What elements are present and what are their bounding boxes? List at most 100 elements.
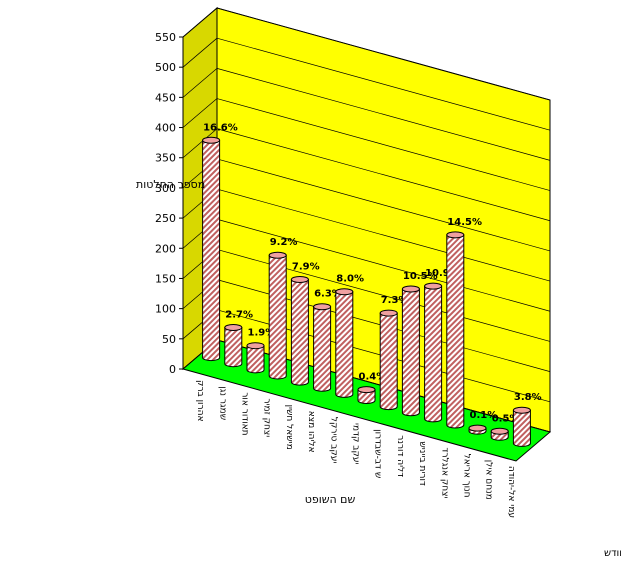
gridline-side: [182, 7, 218, 38]
bar: [512, 406, 531, 447]
bar-top: [290, 275, 309, 283]
bar-body: [424, 285, 443, 423]
category-label: דורית בייניש: [417, 441, 427, 486]
chart-caption: בגוף הגרף מופיע אחוז ההחלטות של השופט מת…: [604, 548, 621, 559]
bar: [490, 427, 509, 441]
category-label: מישאל חשין: [284, 405, 294, 450]
category-label: אהרון ברק: [195, 380, 205, 421]
bar: [424, 282, 443, 423]
bar-body: [357, 389, 376, 404]
y-tick-label: 0: [169, 363, 176, 376]
bar: [313, 303, 332, 392]
bar-body: [290, 278, 309, 386]
bar-top: [313, 303, 332, 311]
category-label: אליהו מצא: [306, 411, 316, 453]
category-label: תאודור אור: [240, 392, 250, 435]
bar-body: [313, 306, 332, 392]
category-label: יעקב קדמי: [351, 423, 361, 465]
bar-body: [202, 139, 221, 362]
data-label: 3.8%: [514, 392, 542, 403]
y-tick-label: 50: [162, 333, 176, 346]
bar-body: [224, 326, 243, 368]
bar-top: [424, 282, 443, 290]
y-tick-label: 300: [155, 182, 176, 195]
gridline-back: [216, 37, 551, 131]
category-label: יעקב טירקל: [328, 417, 338, 464]
bar: [357, 386, 376, 404]
bar-series: 16.6% 2.7% 1.9% 9.2% 7.9% 6.3% 8.0% 0.4% 7.3% 10.…: [202, 122, 542, 447]
bar: [379, 309, 398, 411]
gridline-side: [182, 128, 218, 158]
y-axis-ticks: 0 50 100 150 200 250 300 350 400 450 500 550: [155, 31, 183, 376]
gridline-back: [216, 218, 551, 312]
gridline-back: [216, 188, 551, 282]
bar-top: [268, 251, 287, 259]
y-tick-label: 450: [155, 91, 176, 104]
bar-top: [379, 309, 398, 317]
y-tick-label: 100: [155, 303, 176, 316]
bar-body: [401, 288, 420, 417]
gridline-side: [182, 37, 218, 68]
bar: [202, 136, 221, 362]
data-label: 10.9%: [425, 268, 460, 279]
y-tick-label: 150: [155, 272, 176, 285]
y-tick-label: 250: [155, 212, 176, 225]
x-axis-title: שם השופט: [305, 493, 356, 506]
data-label: 14.5%: [447, 217, 482, 228]
y-tick-label: 550: [155, 31, 176, 44]
y-tick-label: 500: [155, 61, 176, 74]
bar: [246, 342, 265, 374]
bar-top: [335, 288, 354, 296]
category-label: יצחק זמיר: [262, 398, 272, 437]
bar-body: [268, 254, 287, 380]
gridline-side: [182, 98, 218, 128]
data-label: 7.3%: [381, 295, 409, 306]
y-tick-label: 200: [155, 242, 176, 255]
data-label: 6.3%: [314, 289, 342, 300]
bar-top: [512, 406, 531, 414]
bar-top: [357, 386, 376, 394]
data-label: 9.2%: [270, 237, 298, 248]
bar: [401, 285, 420, 417]
data-label: 10.5%: [403, 271, 438, 282]
bar-top: [468, 424, 487, 432]
data-label: 8.0%: [336, 274, 364, 285]
bar-body: [335, 291, 354, 398]
y-axis-title: מספר החלטות: [136, 178, 205, 191]
bar: [468, 424, 487, 435]
bar-top: [246, 342, 265, 350]
data-label: 0.4%: [359, 372, 387, 383]
category-label: דליה דורנר: [395, 435, 405, 477]
bar: [290, 275, 309, 386]
data-label: 2.7%: [225, 309, 253, 320]
bar: [335, 288, 354, 398]
data-label: 16.6%: [203, 122, 238, 133]
bar-top: [202, 136, 221, 144]
data-label: 0.1%: [470, 410, 498, 421]
category-label: מנחם אילן: [484, 460, 494, 500]
gridline-back: [216, 7, 551, 101]
category-label: שמגר נגן: [217, 386, 227, 420]
bar: [224, 323, 243, 368]
category-label: ש דב-שבדרון: [373, 429, 383, 478]
y-tick-label: 400: [155, 122, 176, 135]
bar-body: [379, 312, 398, 411]
bar-top: [490, 427, 509, 435]
gridline-back: [216, 158, 551, 252]
bar: [268, 251, 287, 380]
gridline-back: [216, 98, 551, 191]
y-tick-label: 350: [155, 152, 176, 165]
category-label: יצחק אנגלרד: [439, 448, 449, 499]
bar-body: [512, 409, 531, 447]
bar-top: [446, 231, 465, 239]
gridline-back: [216, 128, 551, 222]
gridline-side: [182, 68, 218, 98]
data-label: 1.9%: [248, 328, 276, 339]
gridline-back: [216, 68, 551, 161]
bar-body: [246, 345, 265, 374]
bar-top: [224, 323, 243, 331]
category-label: חנוך אריאל: [462, 454, 472, 498]
data-label: 0.5%: [492, 413, 520, 424]
bar-top: [401, 285, 420, 293]
